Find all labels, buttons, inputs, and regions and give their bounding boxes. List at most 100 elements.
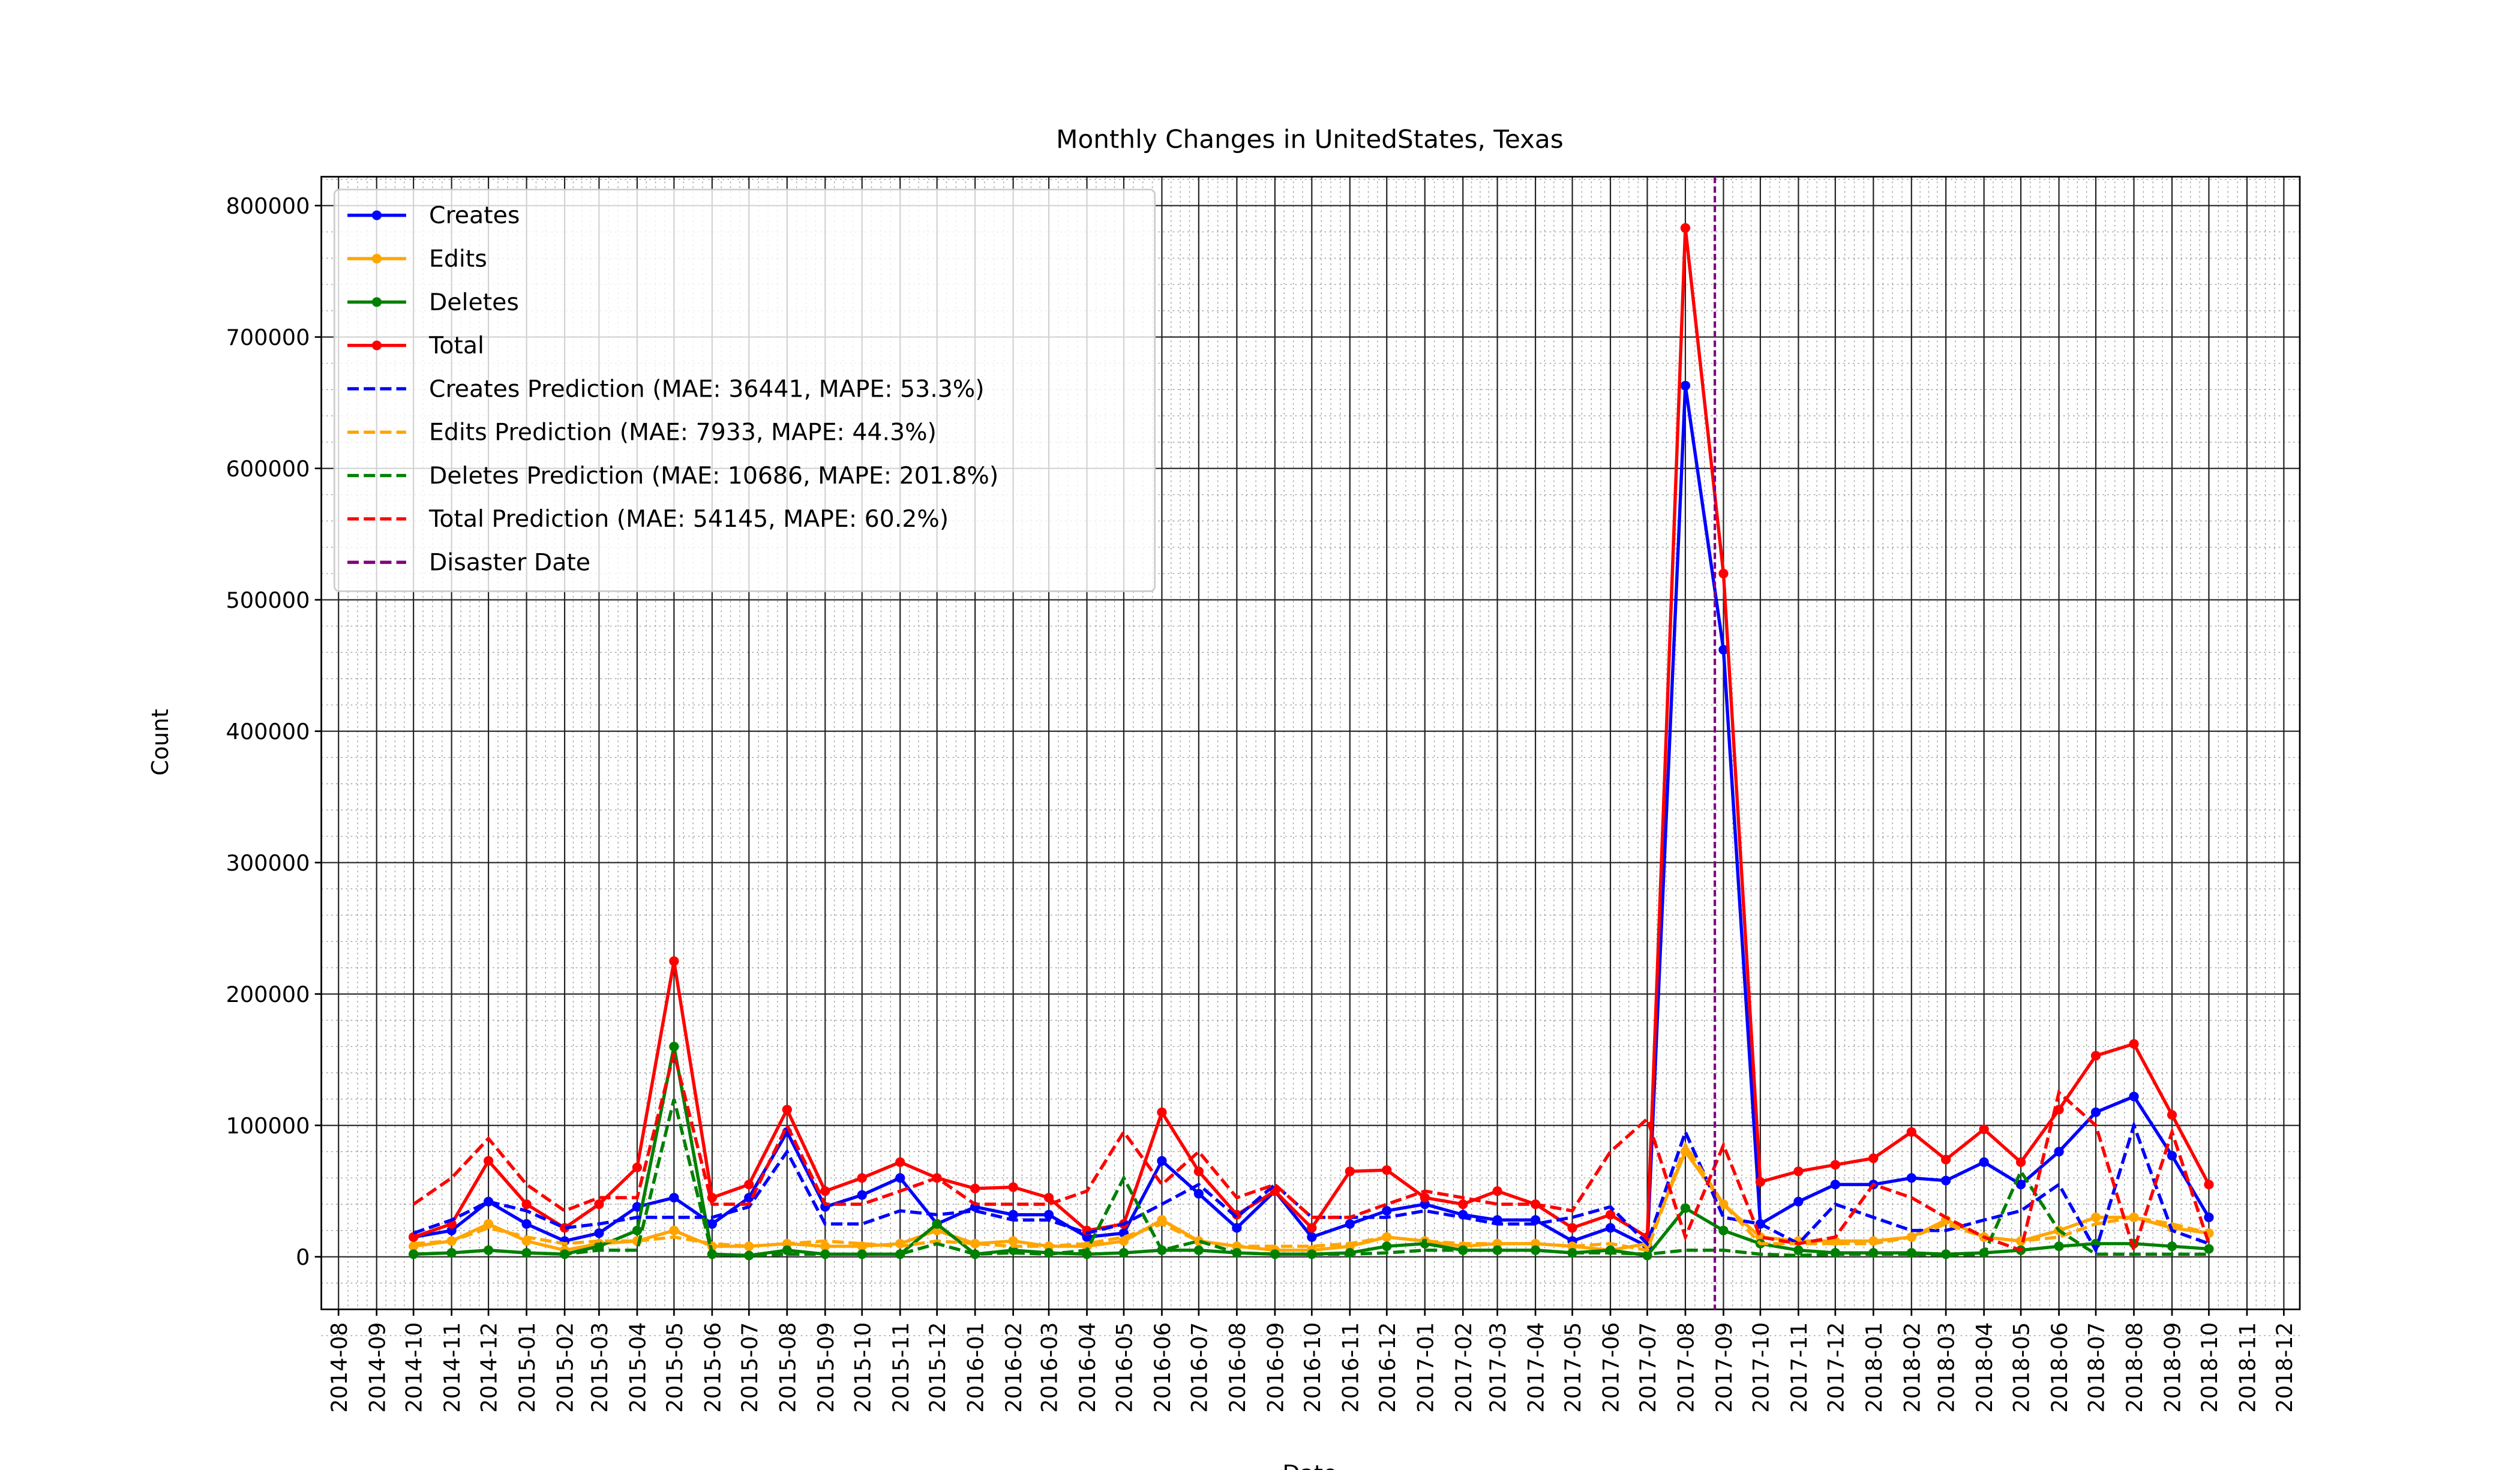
legend-label: Creates xyxy=(429,202,520,229)
data-point xyxy=(2090,1107,2101,1117)
x-tick-label: 2018-02 xyxy=(1899,1322,1925,1413)
data-point xyxy=(1008,1236,1018,1246)
data-point xyxy=(895,1157,905,1168)
data-point xyxy=(1979,1124,1989,1135)
data-point xyxy=(1979,1157,1989,1168)
legend-marker xyxy=(371,340,382,350)
data-point xyxy=(782,1105,792,1115)
data-point xyxy=(2015,1157,2026,1168)
data-point xyxy=(1382,1241,1392,1252)
legend-box xyxy=(333,188,1156,592)
x-tick-label: 2017-01 xyxy=(1412,1322,1438,1413)
x-tick-label: 2015-09 xyxy=(813,1322,839,1413)
data-point xyxy=(1718,1225,1729,1235)
data-point xyxy=(408,1232,419,1242)
data-point xyxy=(1940,1154,1951,1165)
data-point xyxy=(483,1219,494,1229)
data-point xyxy=(970,1238,980,1249)
data-point xyxy=(1830,1160,1840,1170)
data-point xyxy=(2167,1150,2177,1161)
y-tick-label: 300000 xyxy=(226,850,310,876)
data-point xyxy=(669,1193,679,1203)
data-point xyxy=(1157,1107,1167,1117)
x-tick-label: 2016-08 xyxy=(1225,1322,1250,1413)
data-point xyxy=(594,1199,604,1210)
data-point xyxy=(632,1225,643,1235)
data-point xyxy=(1755,1177,1766,1187)
x-tick-label: 2018-04 xyxy=(1972,1322,1997,1413)
data-point xyxy=(1118,1248,1129,1258)
data-point xyxy=(1940,1175,1951,1186)
data-point xyxy=(744,1180,754,1190)
data-point xyxy=(2090,1051,2101,1061)
data-point xyxy=(1008,1182,1018,1192)
data-point xyxy=(1008,1210,1018,1220)
data-point xyxy=(1118,1236,1129,1246)
data-point xyxy=(857,1190,867,1200)
data-point xyxy=(2129,1039,2139,1049)
x-tick-label: 2016-12 xyxy=(1375,1322,1400,1413)
data-point xyxy=(1680,380,1691,391)
x-tick-label: 2016-11 xyxy=(1337,1322,1363,1413)
data-point xyxy=(2204,1180,2214,1190)
legend-label: Total Prediction (MAE: 54145, MAPE: 60.2… xyxy=(428,506,949,533)
x-tick-label: 2018-05 xyxy=(2008,1322,2034,1413)
x-tick-label: 2015-11 xyxy=(888,1322,914,1413)
y-tick-label: 0 xyxy=(296,1244,310,1270)
x-tick-label: 2018-12 xyxy=(2272,1322,2297,1413)
data-point xyxy=(820,1186,830,1196)
data-point xyxy=(1157,1156,1167,1166)
x-tick-label: 2017-10 xyxy=(1748,1322,1774,1413)
data-point xyxy=(1492,1186,1502,1196)
y-tick-label: 400000 xyxy=(226,719,310,745)
data-point xyxy=(669,1225,679,1235)
data-point xyxy=(2015,1180,2026,1190)
x-tick-label: 2018-08 xyxy=(2122,1322,2147,1413)
data-point xyxy=(559,1223,570,1233)
data-point xyxy=(1420,1193,1430,1203)
data-point xyxy=(521,1199,532,1210)
y-tick-label: 700000 xyxy=(226,325,310,350)
data-point xyxy=(895,1173,905,1183)
plot-frame xyxy=(320,176,2301,1310)
x-tick-label: 2018-06 xyxy=(2047,1322,2072,1413)
data-point xyxy=(2129,1091,2139,1102)
data-point xyxy=(1270,1249,1280,1259)
data-point xyxy=(744,1241,754,1252)
y-tick-label: 500000 xyxy=(226,587,310,613)
x-tick-label: 2018-01 xyxy=(1861,1322,1887,1413)
x-tick-label: 2017-08 xyxy=(1673,1322,1699,1413)
data-point xyxy=(1793,1196,1804,1207)
data-point xyxy=(2167,1241,2177,1252)
x-tick-label: 2018-10 xyxy=(2197,1322,2222,1413)
data-point xyxy=(521,1248,532,1258)
data-point xyxy=(1680,1203,1691,1213)
legend-label: Creates Prediction (MAE: 36441, MAPE: 53… xyxy=(429,376,985,403)
data-point xyxy=(1345,1219,1355,1229)
x-axis-label: Date xyxy=(1282,1460,1337,1470)
data-point xyxy=(2204,1244,2214,1254)
legend-label: Deletes Prediction (MAE: 10686, MAPE: 20… xyxy=(429,463,998,490)
x-tick-label: 2018-03 xyxy=(1933,1322,1959,1413)
data-point xyxy=(632,1162,643,1172)
data-point xyxy=(1307,1232,1317,1242)
data-point xyxy=(1458,1199,1468,1210)
x-tick-label: 2015-08 xyxy=(775,1322,800,1413)
legend-label: Edits xyxy=(429,246,487,273)
x-tick-label: 2017-12 xyxy=(1823,1322,1849,1413)
x-tick-label: 2017-07 xyxy=(1635,1322,1661,1413)
data-point xyxy=(2054,1147,2064,1157)
x-tick-label: 2015-01 xyxy=(514,1322,540,1413)
x-tick-label: 2014-10 xyxy=(401,1322,427,1413)
x-tick-label: 2016-03 xyxy=(1036,1322,1062,1413)
data-point xyxy=(594,1228,604,1238)
data-point xyxy=(895,1249,905,1259)
data-point xyxy=(1043,1193,1054,1203)
x-tick-label: 2015-02 xyxy=(552,1322,578,1413)
data-point xyxy=(1906,1173,1916,1183)
data-point xyxy=(1193,1245,1204,1255)
data-point xyxy=(1793,1166,1804,1177)
x-tick-label: 2016-05 xyxy=(1111,1322,1137,1413)
series-line xyxy=(412,1052,2211,1256)
